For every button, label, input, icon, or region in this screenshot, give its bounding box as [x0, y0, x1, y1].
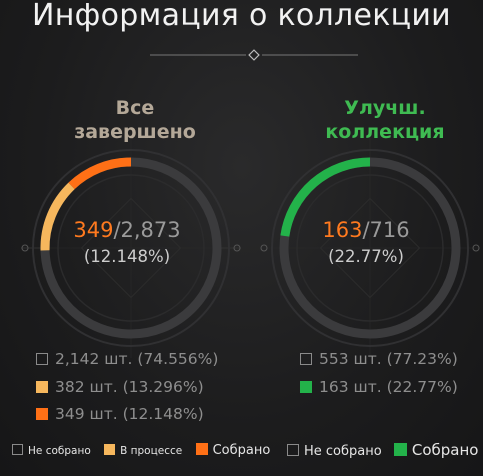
empty-square-icon: [36, 353, 48, 365]
best-stat-collected: 163 шт. (22.77%): [300, 377, 458, 397]
best-collection-ring: [260, 138, 480, 358]
in-progress-square-icon: [104, 444, 116, 455]
legend-label: Не собрано: [28, 445, 91, 457]
all-stat-not-collected: 2,142 шт. (74.556%): [36, 349, 218, 369]
all-stat-in-progress: 382 шт. (13.296%): [36, 377, 204, 397]
best-total-value: /716: [362, 218, 410, 242]
best-collected-value: 163: [322, 218, 363, 242]
collected-square-icon: [195, 443, 208, 455]
all-collected-count: 349/2,873: [27, 218, 227, 242]
collected-arc: [68, 157, 132, 190]
empty-square-icon: [287, 444, 299, 456]
green-square-icon: [393, 443, 407, 456]
green-square-icon: [300, 381, 312, 393]
in-progress-arc: [40, 182, 75, 251]
all-legend: Не собрано В процессе Собрано: [12, 443, 270, 458]
stat-text: 382 шт. (13.296%): [55, 378, 204, 396]
legend-label: Собрано: [212, 443, 271, 458]
all-collection-ring: [21, 138, 241, 358]
panel-best-title-line1: Улучш.: [344, 97, 426, 119]
empty-square-icon: [12, 444, 23, 455]
legend-label: В процессе: [120, 445, 183, 457]
title-divider: [150, 49, 358, 61]
stat-text: 349 шт. (12.148%): [55, 405, 204, 423]
collected-square-icon: [36, 408, 48, 420]
stat-text: 553 шт. (77.23%): [319, 350, 458, 368]
legend-label: Не собрано: [304, 444, 382, 459]
in-progress-square-icon: [36, 381, 48, 393]
panel-best-title-line2: коллекция: [325, 121, 445, 143]
page-title: Информация о коллекции: [32, 0, 451, 33]
all-collected-percent: (12.148%): [83, 247, 171, 266]
best-legend: Не собрано Собрано: [287, 441, 478, 459]
panel-best-title: Улучш. коллекция: [285, 96, 483, 144]
legend-label: Собрано: [411, 441, 479, 459]
best-collected-count: 163/716: [266, 218, 466, 242]
empty-square-icon: [300, 353, 312, 365]
all-stat-collected: 349 шт. (12.148%): [36, 404, 204, 424]
panel-all-title-line1: Все: [115, 97, 155, 119]
stat-text: 2,142 шт. (74.556%): [55, 350, 219, 368]
panel-all-title-line2: завершено: [74, 121, 196, 143]
best-stat-not-collected: 553 шт. (77.23%): [300, 349, 458, 369]
all-total-value: /2,873: [113, 218, 181, 242]
panel-all-title: Все завершено: [35, 96, 235, 144]
best-collected-percent: (22.77%): [328, 247, 404, 266]
collected-arc: [280, 157, 371, 237]
all-collected-value: 349: [73, 218, 114, 242]
stat-text: 163 шт. (22.77%): [319, 378, 458, 396]
